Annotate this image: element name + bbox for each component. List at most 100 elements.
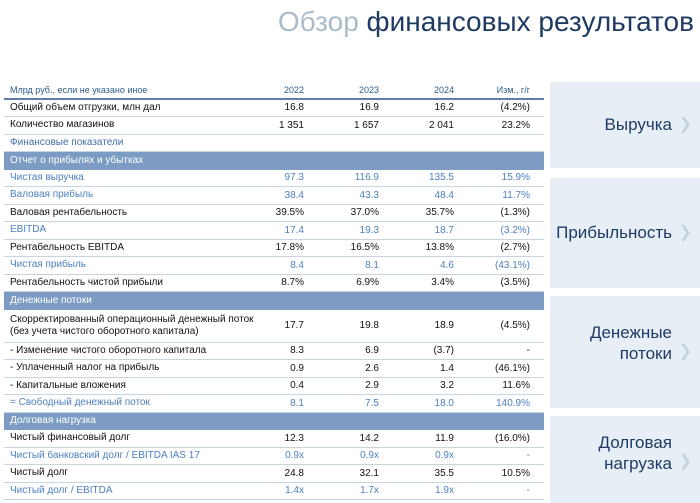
value-2022: 38.4 [284, 189, 304, 201]
value-2022: 16.8 [284, 102, 304, 114]
value-2024: 3.2 [440, 380, 454, 392]
value-2023: 16.9 [359, 102, 379, 114]
value-2024: 35.5 [434, 467, 454, 479]
value-change: 11.7% [502, 189, 530, 201]
value-2022: 1 351 [278, 119, 304, 131]
value-2023: 1.7x [360, 485, 379, 497]
value-2024: 13.8% [425, 242, 454, 254]
value-2024: 3.4% [431, 277, 454, 289]
row-label: Рентабельность чистой прибыли [10, 276, 163, 288]
side-panel-profitability: Прибыльность ❯ [550, 178, 700, 288]
value-2023: 2.9 [365, 380, 379, 392]
value-2024: 2 041 [428, 119, 454, 131]
side-panel-cashflow: Денежные потоки ❯ [550, 296, 700, 408]
value-change: (1.3%) [500, 207, 530, 219]
side-panel-label: Прибыльность [556, 222, 672, 243]
section-label: Долговая нагрузка [10, 415, 96, 427]
value-2023: 16.5% [350, 242, 379, 254]
table-row: Общий объем отгрузки, млн дал 16.8 16.9 … [4, 100, 544, 117]
value-2024: 1.9x [435, 485, 454, 497]
section-heading-financials: Финансовые показатели [4, 135, 544, 152]
value-2022: 97.3 [284, 172, 304, 184]
table-row: = Свободный денежный поток 8.1 7.5 18.0 … [4, 395, 544, 413]
side-panel-line: Прибыльность [556, 223, 672, 242]
value-change: 11.6% [502, 380, 530, 392]
side-panel-line: потоки [619, 344, 672, 363]
chevron-right-icon: ❯ [678, 453, 692, 470]
value-change: (46.1%) [494, 362, 530, 374]
value-2022: 17.8% [275, 242, 304, 254]
value-2023: 19.8 [359, 320, 379, 331]
table-row: Скорректированный операционный денежный … [4, 310, 544, 343]
row-label: - Изменение чистого оборотного капитала [10, 344, 207, 356]
row-label: Общий объем отгрузки, млн дал [10, 101, 161, 113]
row-label: Скорректированный операционный денежный … [10, 313, 254, 337]
row-label: Чистый финансовый долг [10, 432, 130, 444]
value-2023: 19.3 [359, 224, 379, 236]
value-2022: 17.4 [284, 224, 304, 236]
value-change: (3.2%) [500, 224, 530, 236]
table-row: Чистая выручка 97.3 116.9 135.5 15.9% [4, 170, 544, 187]
side-panel-debt: Долговая нагрузка ❯ [550, 416, 700, 503]
row-label: Чистая прибыль [10, 259, 86, 271]
side-panel-line: Долговая [598, 433, 673, 452]
value-2023: 14.2 [359, 432, 379, 444]
value-2023: 43.3 [359, 189, 379, 201]
table-row: Чистый банковский долг / EBITDA IAS 17 0… [4, 448, 544, 465]
section-band-cashflow: Денежные потоки [4, 292, 544, 310]
table-row: Рентабельность EBITDA 17.8% 16.5% 13.8% … [4, 240, 544, 257]
row-label: Чистый долг / EBITDA [10, 484, 113, 496]
value-change: 23.2% [501, 119, 530, 131]
value-2024: 135.5 [428, 172, 454, 184]
value-2022: 8.3 [290, 345, 304, 357]
value-2024: 18.9 [434, 320, 454, 331]
value-change: - [526, 485, 530, 497]
header-year-2022: 2022 [283, 84, 304, 95]
value-2023: 32.1 [359, 467, 379, 479]
value-2022: 12.3 [284, 432, 304, 444]
table-row: EBITDA 17.4 19.3 18.7 (3.2%) [4, 222, 544, 240]
row-label: Валовая прибыль [10, 189, 94, 201]
header-units-label: Млрд руб., если не указано иное [10, 84, 148, 95]
value-2024: 48.4 [434, 189, 454, 201]
title-part-2: финансовых результатов [366, 6, 694, 37]
row-label: - Уплаченный налог на прибыль [10, 362, 160, 374]
value-2024: 35.7% [425, 207, 454, 219]
section-label: Отчет о прибылях и убытках [10, 154, 144, 166]
section-label: Денежные потоки [10, 294, 92, 306]
table-row: - Изменение чистого оборотного капитала … [4, 343, 544, 360]
value-2023: 7.5 [365, 397, 379, 409]
value-2024: (3.7) [433, 345, 454, 357]
side-panel-revenue: Выручка ❯ [550, 82, 700, 168]
value-change: 15.9% [501, 172, 530, 184]
table-row: Чистый долг / EBITDA 1.4x 1.7x 1.9x - [4, 483, 544, 500]
value-2022: 0.9x [285, 450, 304, 462]
side-panel-line: Денежные [589, 323, 672, 342]
row-label: Чистая выручка [10, 171, 84, 183]
table-header: Млрд руб., если не указано иное 2022 202… [4, 82, 544, 100]
side-panel-label: Денежные потоки [590, 322, 672, 364]
value-2023: 0.9x [360, 450, 379, 462]
value-2022: 39.5% [275, 207, 304, 219]
section-label: Финансовые показатели [10, 136, 124, 148]
row-label: Количество магазинов [10, 119, 115, 131]
value-2022: 8.7% [281, 277, 304, 289]
section-band-debt: Долговая нагрузка [4, 412, 544, 430]
value-2022: 8.1 [290, 397, 304, 409]
value-change: 10.5% [501, 467, 530, 479]
table-row: - Капитальные вложения 0.4 2.9 3.2 11.6% [4, 378, 544, 395]
side-panel-line: Выручка [604, 115, 672, 134]
side-panel-line: нагрузка [604, 454, 672, 473]
value-2023: 37.0% [350, 207, 379, 219]
table-row: Валовая прибыль 38.4 43.3 48.4 11.7% [4, 187, 544, 205]
value-change: (4.2%) [500, 102, 530, 114]
value-change: (3.5%) [500, 277, 530, 289]
title-part-1: Обзор [277, 6, 359, 37]
row-label: Валовая рентабельность [10, 206, 128, 218]
value-2024: 18.0 [434, 397, 454, 409]
value-2022: 1.4x [285, 485, 304, 497]
value-2024: 1.4 [440, 362, 454, 374]
financial-table: Млрд руб., если не указано иное 2022 202… [4, 82, 544, 500]
value-2022: 24.8 [284, 467, 304, 479]
table-row: Количество магазинов 1 351 1 657 2 041 2… [4, 117, 544, 135]
